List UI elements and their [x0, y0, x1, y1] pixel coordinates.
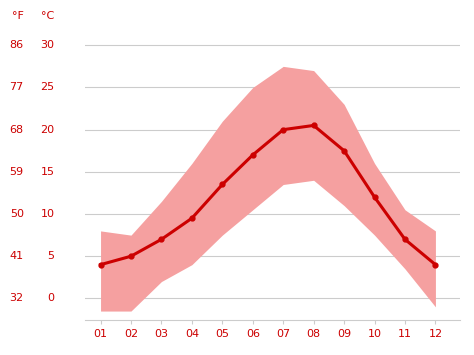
Text: °F: °F [12, 11, 24, 21]
Text: 5: 5 [47, 251, 55, 261]
Text: 0: 0 [47, 293, 55, 304]
Text: 50: 50 [9, 209, 24, 219]
Text: 15: 15 [40, 167, 55, 177]
Text: 68: 68 [9, 125, 24, 135]
Text: 25: 25 [40, 82, 55, 92]
Text: 77: 77 [9, 82, 24, 92]
Text: 20: 20 [40, 125, 55, 135]
Text: 10: 10 [40, 209, 55, 219]
Text: 86: 86 [9, 40, 24, 50]
Text: 59: 59 [9, 167, 24, 177]
Text: 30: 30 [40, 40, 55, 50]
Text: 41: 41 [9, 251, 24, 261]
Text: 32: 32 [9, 293, 24, 304]
Text: °C: °C [41, 11, 55, 21]
